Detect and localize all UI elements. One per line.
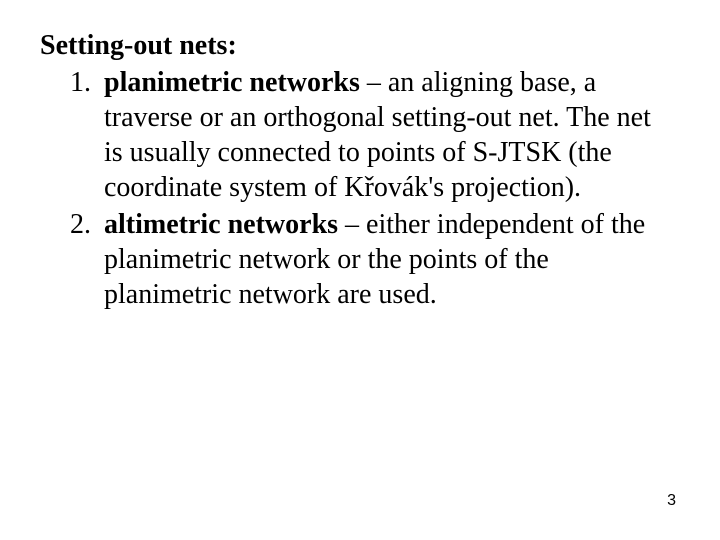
page-number: 3 (667, 492, 676, 510)
definition-list: planimetric networks – an aligning base,… (40, 65, 672, 312)
list-item: altimetric networks – either independent… (98, 207, 672, 312)
slide: Setting-out nets: planimetric networks –… (0, 0, 720, 540)
heading: Setting-out nets: (40, 28, 672, 63)
list-item: planimetric networks – an aligning base,… (98, 65, 672, 205)
term: planimetric networks (104, 67, 360, 98)
term: altimetric networks (104, 209, 338, 240)
